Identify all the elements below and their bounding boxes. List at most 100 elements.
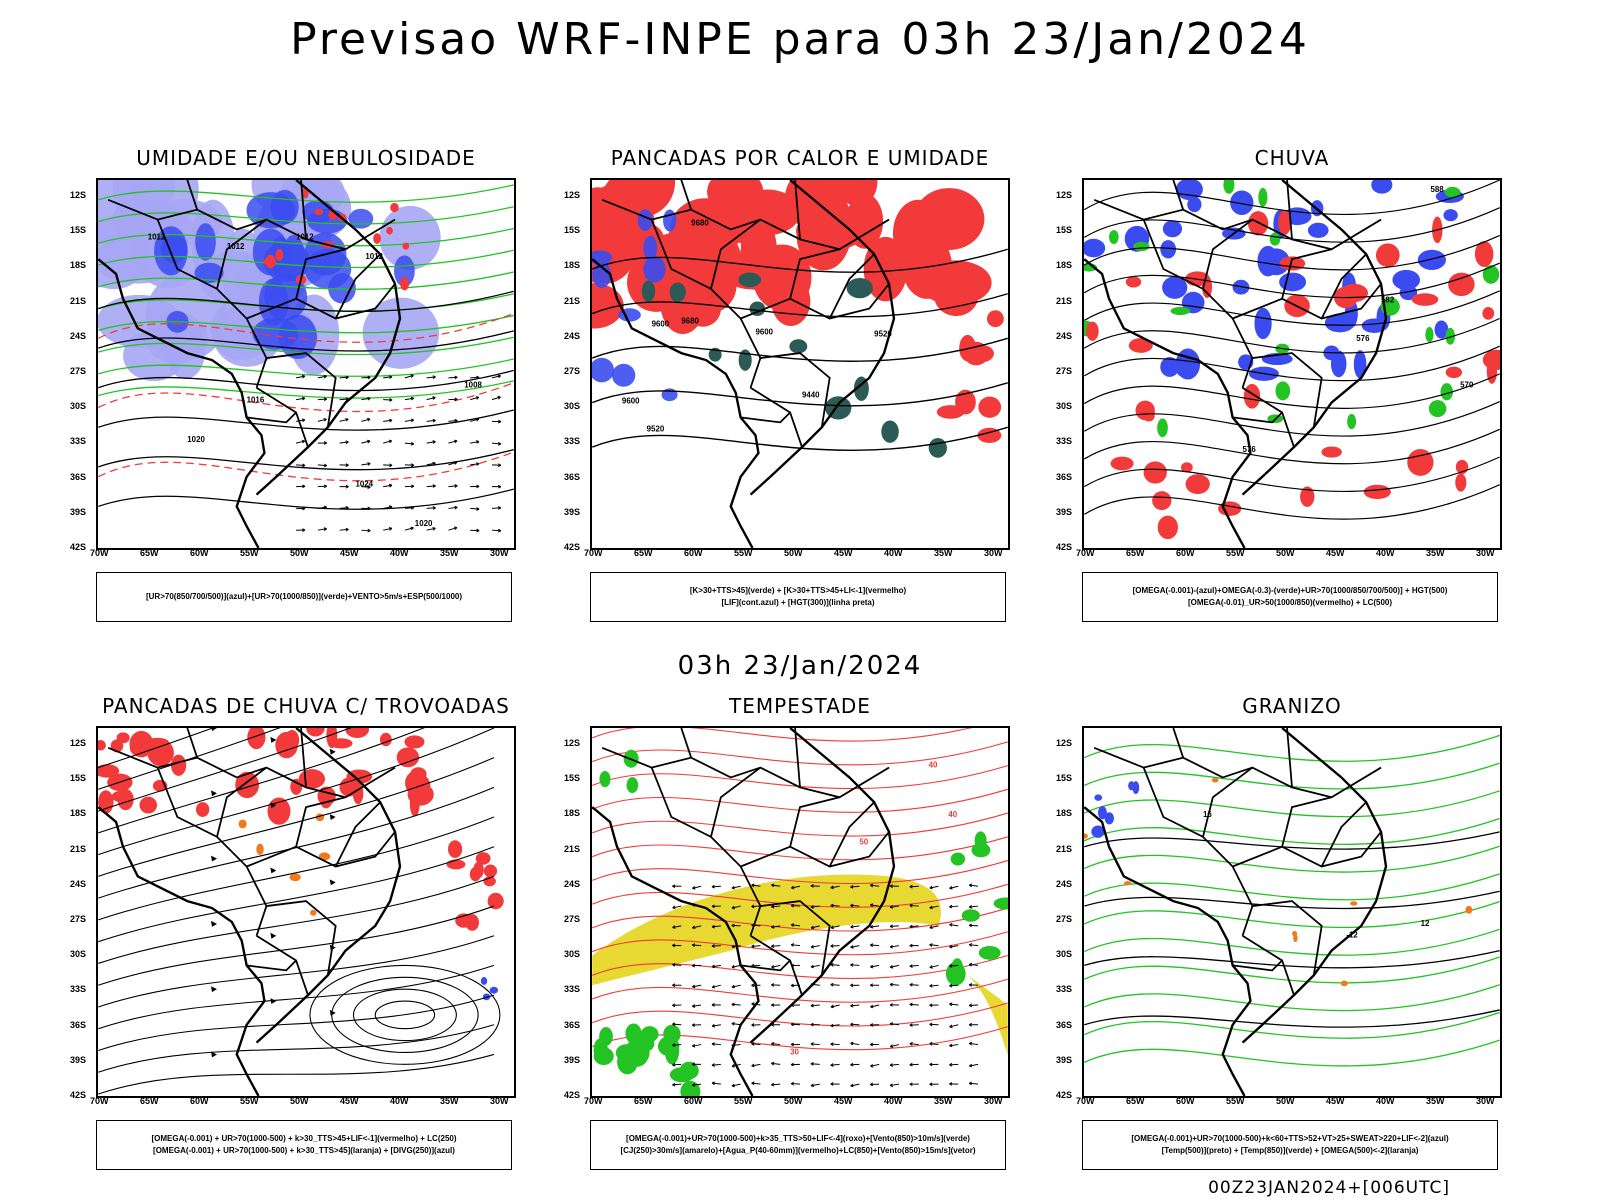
state-border	[1232, 411, 1283, 424]
state-border	[295, 248, 346, 299]
shaded-field	[111, 790, 134, 803]
wind-vector	[968, 1022, 979, 1027]
wind-vector	[691, 963, 702, 968]
wind-vector	[830, 1023, 840, 1028]
longitude-label: 60W	[1176, 548, 1195, 558]
state-border	[1232, 831, 1382, 868]
state-border	[794, 180, 801, 240]
shaded-field	[738, 349, 752, 371]
longitude-label: 65W	[1126, 1096, 1145, 1106]
state-border	[300, 728, 307, 788]
contour-line	[1084, 831, 1500, 850]
wind-vector	[383, 439, 393, 444]
contour-line	[98, 271, 514, 290]
shaded-field	[171, 754, 187, 776]
longitude-label: 45W	[340, 548, 359, 558]
shaded-field	[1371, 180, 1393, 194]
wind-vector	[929, 964, 939, 969]
wind-vector	[383, 398, 393, 402]
wind-vector	[426, 461, 436, 466]
state-border	[186, 728, 199, 758]
streamline-arrow	[329, 1009, 336, 1016]
panel-caption: [UR>70(850/700/500)](azul)+[UR>70(1000/8…	[96, 572, 512, 622]
wind-vector	[470, 396, 480, 401]
state-border	[1142, 219, 1254, 389]
wind-vector	[830, 1082, 840, 1086]
longitude-label: 45W	[834, 1096, 853, 1106]
wind-vector	[672, 943, 682, 948]
shaded-field	[950, 852, 966, 866]
shaded-field	[1175, 180, 1203, 201]
state-border	[186, 180, 199, 210]
latitude-label: 15S	[1056, 773, 1073, 784]
wind-vector	[810, 1062, 820, 1066]
contour-line	[1084, 949, 1500, 969]
streamline	[98, 875, 495, 964]
state-border	[680, 728, 693, 758]
coastline-east	[1241, 180, 1388, 496]
latitude-label: 36S	[70, 1019, 87, 1030]
streamline-arrow	[329, 879, 336, 886]
latitude-label: 39S	[70, 506, 87, 517]
contour-label: 9680	[681, 316, 699, 325]
longitude-label: 55W	[240, 1096, 259, 1106]
streamline	[98, 905, 495, 986]
longitude-label: 70W	[1076, 548, 1095, 558]
wind-vector	[909, 964, 919, 968]
shaded-field	[1211, 777, 1219, 783]
wind-vector	[448, 505, 458, 510]
longitude-label: 65W	[140, 1096, 159, 1106]
wind-vector	[361, 439, 371, 444]
wind-vector	[889, 944, 900, 949]
contour-label: 9520	[874, 329, 892, 338]
contour-label: 50	[859, 838, 868, 847]
state-border	[334, 253, 381, 319]
shaded-field	[396, 747, 420, 768]
wind-vector	[830, 903, 840, 908]
state-border	[246, 831, 396, 868]
wind-vector	[830, 925, 840, 930]
wind-vector	[404, 506, 415, 510]
wind-vector	[711, 1063, 721, 1067]
state-border	[740, 959, 791, 972]
shaded-field	[961, 909, 980, 922]
latitude-label: 21S	[70, 843, 87, 854]
mid-date: 03h 23/Jan/2024	[677, 651, 923, 681]
caption-line: [OMEGA(-0.001)+UR>70(1000-500)+k>35_TTS>…	[626, 1134, 970, 1143]
wind-vector	[790, 1062, 801, 1067]
wind-vector	[869, 943, 880, 947]
wind-vector	[850, 1083, 860, 1088]
contour-line	[1084, 290, 1500, 326]
wind-vector	[949, 1082, 959, 1086]
wind-vector	[691, 943, 702, 947]
streamline	[98, 728, 352, 812]
wind-vector	[448, 375, 458, 380]
latitude-label: 12S	[1056, 190, 1073, 200]
streamline	[98, 728, 495, 856]
map-canvas	[98, 728, 504, 1096]
state-border	[1172, 728, 1185, 758]
latitude-label: 12S	[564, 738, 581, 748]
wind-vector	[295, 439, 306, 444]
contour-line	[98, 409, 514, 431]
shaded-field	[1123, 881, 1132, 886]
shaded-field	[749, 301, 766, 316]
shaded-field	[661, 388, 678, 402]
wind-vector	[968, 1081, 979, 1086]
shaded-field	[738, 272, 762, 288]
latitude-label: 15S	[564, 773, 581, 784]
contour-label: 570	[1460, 381, 1474, 390]
contour-line	[98, 488, 514, 510]
shaded-field	[373, 233, 381, 245]
contour-label: 9600	[622, 397, 640, 406]
wind-vector	[470, 440, 480, 444]
streamline	[309, 964, 501, 1065]
shaded-field	[593, 1047, 614, 1066]
wind-vector	[968, 983, 979, 987]
contour-label: 1012	[227, 242, 245, 251]
shaded-field	[1133, 241, 1150, 252]
state-border	[650, 219, 762, 389]
panel-title: PANCADAS DE CHUVA C/ TROVOADAS	[102, 694, 510, 718]
latitude-label: 24S	[70, 878, 87, 889]
shaded-field	[1223, 180, 1235, 194]
